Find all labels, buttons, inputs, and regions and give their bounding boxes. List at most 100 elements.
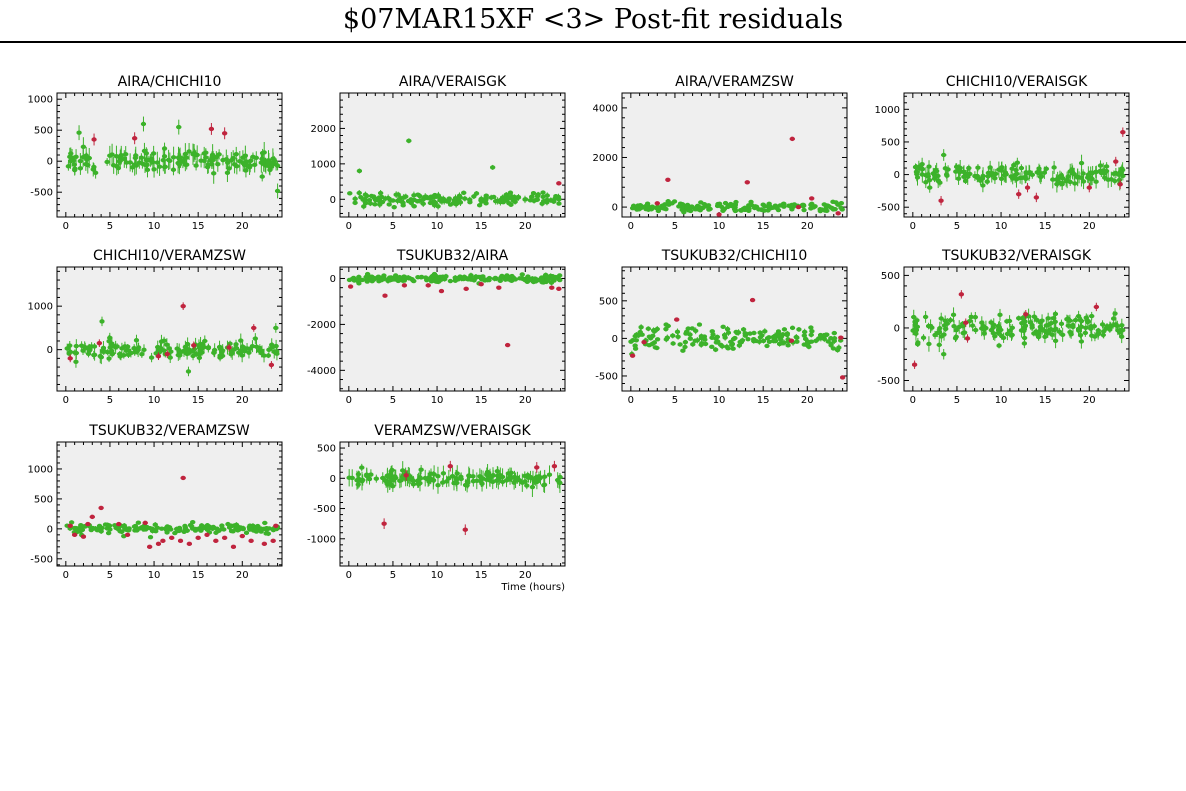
residual-point — [1071, 171, 1077, 177]
x-tick-label: 5 — [107, 395, 113, 406]
x-tick-label: 0 — [628, 221, 634, 232]
residual-point — [161, 154, 168, 159]
residual-point — [654, 337, 661, 342]
y-tick-label: 2000 — [311, 124, 336, 135]
residual-point — [488, 195, 494, 200]
residual-point — [246, 350, 252, 355]
page-title: $07MAR15XF <3> Post-fit residuals — [342, 4, 844, 35]
residual-point — [920, 335, 927, 340]
residual-point — [1111, 171, 1117, 177]
plot-frame — [56, 266, 283, 392]
residual-point — [992, 176, 998, 181]
residual-point — [962, 178, 969, 184]
residual-point — [164, 342, 170, 347]
residual-point — [553, 193, 559, 199]
residual-point — [997, 312, 1003, 318]
plot-frame — [621, 92, 848, 218]
residual-point — [534, 194, 541, 199]
residual-point — [808, 332, 814, 338]
residual-point — [139, 161, 146, 166]
residual-point — [682, 344, 688, 350]
residual-point — [1016, 316, 1022, 321]
residual-point — [938, 198, 944, 203]
plot-frame — [903, 92, 1130, 218]
residual-point — [703, 341, 709, 347]
residual-point — [1120, 129, 1126, 135]
x-tick-label: 5 — [390, 395, 396, 406]
residual-point — [209, 155, 215, 160]
residual-point — [926, 341, 932, 347]
residual-point — [656, 206, 662, 212]
residual-point — [141, 347, 147, 353]
residual-point — [1114, 323, 1120, 329]
residual-point — [817, 332, 824, 338]
residual-point — [1021, 341, 1027, 346]
residual-point — [227, 341, 233, 346]
residual-point — [1060, 332, 1066, 337]
residual-point — [957, 170, 963, 175]
residual-point — [522, 277, 528, 283]
x-tick-label: 20 — [1083, 221, 1096, 232]
residual-point — [424, 277, 430, 283]
residual-point — [202, 338, 208, 344]
residual-point — [193, 351, 199, 357]
residual-point — [932, 332, 938, 338]
plot-panel: CHICHI10/VERAMZSW 0 5 10 15 20 0 1000 — [28, 248, 283, 406]
residual-point — [556, 286, 562, 292]
residual-point — [1014, 160, 1020, 165]
residual-point — [462, 196, 468, 201]
residual-point — [1043, 323, 1049, 328]
residual-point — [1050, 177, 1056, 182]
residual-point — [835, 211, 841, 216]
residual-point — [106, 338, 112, 344]
residual-point — [452, 195, 459, 201]
residual-point — [664, 335, 670, 340]
residual-point — [386, 202, 392, 207]
residual-point — [233, 342, 239, 347]
residual-point — [274, 351, 280, 356]
residual-point — [243, 168, 249, 173]
residual-point — [961, 169, 967, 174]
residual-point — [911, 327, 917, 333]
residual-point — [156, 347, 162, 352]
plot-title: AIRA/VERAMZSW — [675, 74, 794, 90]
residual-point — [118, 353, 124, 359]
residual-point — [630, 205, 636, 211]
x-tick-label: 15 — [1039, 395, 1052, 406]
residual-point — [268, 362, 275, 368]
residual-point — [1008, 174, 1014, 179]
residual-point — [499, 195, 506, 200]
residual-point — [728, 339, 734, 345]
residual-point — [109, 348, 115, 354]
residual-point — [252, 336, 258, 341]
residual-point — [1013, 177, 1020, 182]
residual-point — [733, 199, 739, 205]
residual-point — [677, 342, 683, 347]
residual-point — [914, 175, 921, 180]
residual-point — [273, 325, 279, 331]
residual-point — [789, 325, 796, 331]
residual-point — [1036, 330, 1042, 335]
residual-point — [1036, 166, 1042, 171]
x-tick-label: 5 — [954, 221, 960, 232]
residual-point — [190, 348, 196, 354]
residual-point — [233, 151, 239, 157]
x-tick-label: 20 — [236, 395, 249, 406]
residual-point — [541, 199, 547, 204]
residual-point — [468, 277, 474, 282]
residual-point — [713, 347, 719, 352]
y-tick-label: -500 — [877, 203, 900, 214]
residual-point — [91, 164, 97, 170]
residual-point — [953, 169, 959, 174]
residual-point — [85, 351, 92, 356]
plot-title: CHICHI10/VERAISGK — [946, 74, 1088, 90]
residual-point — [698, 335, 705, 341]
x-tick-label: 5 — [390, 221, 396, 232]
residual-point — [809, 196, 815, 201]
residual-point — [838, 335, 844, 340]
residual-point — [1021, 326, 1027, 332]
x-tick-label: 0 — [628, 395, 634, 406]
plot-title: TSUKUB32/CHICHI10 — [661, 248, 808, 264]
residual-point — [553, 274, 559, 280]
residual-point — [682, 339, 688, 345]
